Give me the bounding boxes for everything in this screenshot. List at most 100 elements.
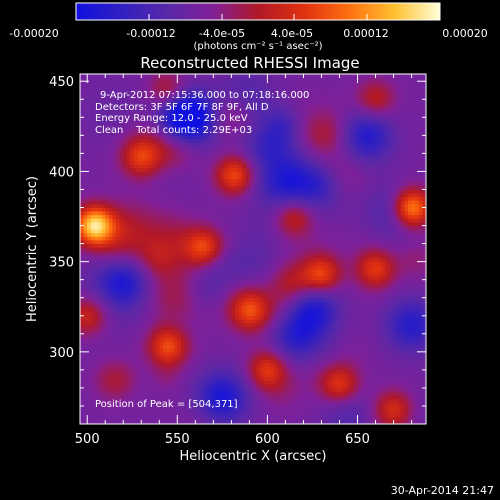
heatmap-cell bbox=[350, 247, 355, 252]
heatmap-cell bbox=[353, 420, 358, 424]
heatmap-cell bbox=[411, 337, 416, 342]
heatmap-cell bbox=[364, 236, 369, 241]
heatmap-cell bbox=[415, 243, 420, 248]
heatmap-cell bbox=[407, 384, 412, 389]
heatmap-cell bbox=[126, 384, 131, 389]
heatmap-cell bbox=[415, 355, 420, 360]
heatmap-cell bbox=[209, 265, 214, 270]
heatmap-cell bbox=[285, 366, 290, 371]
heatmap-cell bbox=[83, 236, 88, 241]
heatmap-cell bbox=[206, 268, 211, 273]
heatmap-cell bbox=[415, 308, 420, 313]
heatmap-cell bbox=[112, 337, 117, 342]
heatmap-cell bbox=[227, 286, 232, 291]
heatmap-cell bbox=[101, 297, 106, 302]
heatmap-cell bbox=[346, 254, 351, 259]
heatmap-cell bbox=[389, 254, 394, 259]
heatmap-cell bbox=[346, 330, 351, 335]
heatmap-cell bbox=[188, 337, 193, 342]
heatmap-cell bbox=[198, 373, 203, 378]
heatmap-cell bbox=[281, 247, 286, 252]
heatmap-cell bbox=[274, 283, 279, 288]
heatmap-cell bbox=[242, 348, 247, 353]
heatmap-cell bbox=[339, 312, 344, 317]
heatmap-cell bbox=[242, 250, 247, 255]
heatmap-cell bbox=[404, 377, 409, 382]
heatmap-cell bbox=[371, 405, 376, 410]
heatmap-cell bbox=[87, 272, 92, 277]
heatmap-cell bbox=[389, 391, 394, 396]
heatmap-cell bbox=[404, 268, 409, 273]
heatmap-cell bbox=[166, 243, 171, 248]
heatmap-cell bbox=[148, 355, 153, 360]
heatmap-cell bbox=[98, 308, 103, 313]
heatmap-cell bbox=[137, 373, 142, 378]
heatmap-cell bbox=[108, 326, 113, 331]
heatmap-cell bbox=[123, 380, 128, 385]
heatmap-cell bbox=[397, 247, 402, 252]
heatmap-cell bbox=[296, 351, 301, 356]
heatmap-cell bbox=[335, 304, 340, 309]
heatmap-cell bbox=[116, 308, 121, 313]
heatmap-cell bbox=[206, 261, 211, 266]
heatmap-cell bbox=[389, 333, 394, 338]
heatmap-cell bbox=[155, 250, 160, 255]
heatmap-cell bbox=[94, 297, 99, 302]
heatmap-cell bbox=[314, 297, 319, 302]
heatmap-cell bbox=[213, 373, 218, 378]
heatmap-cell bbox=[267, 286, 272, 291]
heatmap-cell bbox=[180, 384, 185, 389]
heatmap-cell bbox=[325, 359, 330, 364]
heatmap-cell bbox=[386, 355, 391, 360]
heatmap-cell bbox=[299, 405, 304, 410]
heatmap-cell bbox=[361, 272, 366, 277]
heatmap-cell bbox=[256, 380, 261, 385]
heatmap-cell bbox=[231, 250, 236, 255]
heatmap-cell bbox=[155, 359, 160, 364]
heatmap-cell bbox=[134, 398, 139, 403]
heatmap-cell bbox=[195, 366, 200, 371]
heatmap-cell bbox=[123, 247, 128, 252]
heatmap-cell bbox=[350, 402, 355, 407]
heatmap-cell bbox=[162, 250, 167, 255]
heatmap-cell bbox=[249, 373, 254, 378]
heatmap-cell bbox=[350, 301, 355, 306]
heatmap-cell bbox=[83, 369, 88, 374]
heatmap-cell bbox=[195, 348, 200, 353]
heatmap-cell bbox=[353, 272, 358, 277]
heatmap-cell bbox=[321, 413, 326, 418]
heatmap-cell bbox=[314, 409, 319, 414]
heatmap-cell bbox=[87, 279, 92, 284]
heatmap-cell bbox=[307, 276, 312, 281]
heatmap-cell bbox=[105, 239, 110, 244]
heatmap-cell bbox=[98, 359, 103, 364]
heatmap-cell bbox=[173, 373, 178, 378]
heatmap-cell bbox=[393, 341, 398, 346]
heatmap-cell bbox=[227, 265, 232, 270]
heatmap-cell bbox=[299, 297, 304, 302]
heatmap-cell bbox=[98, 283, 103, 288]
heatmap-cell bbox=[364, 369, 369, 374]
heatmap-cell bbox=[393, 398, 398, 403]
heatmap-cell bbox=[332, 380, 337, 385]
heatmap-cell bbox=[407, 258, 412, 263]
heatmap-cell bbox=[195, 377, 200, 382]
heatmap-cell bbox=[350, 362, 355, 367]
heatmap-cell bbox=[343, 409, 348, 414]
heatmap-cell bbox=[303, 290, 308, 295]
heatmap-cell bbox=[234, 395, 239, 400]
heatmap-cell bbox=[361, 301, 366, 306]
heatmap-cell bbox=[112, 322, 117, 327]
heatmap-cell bbox=[83, 348, 88, 353]
heatmap-cell bbox=[234, 330, 239, 335]
heatmap-cell bbox=[274, 247, 279, 252]
heatmap-cell bbox=[98, 247, 103, 252]
heatmap-cell bbox=[245, 254, 250, 259]
heatmap-cell bbox=[94, 362, 99, 367]
heatmap-cell bbox=[152, 409, 157, 414]
heatmap-cell bbox=[159, 330, 164, 335]
heatmap-cell bbox=[375, 286, 380, 291]
heatmap-cell bbox=[371, 377, 376, 382]
heatmap-cell bbox=[271, 355, 276, 360]
heatmap-cell bbox=[216, 387, 221, 392]
